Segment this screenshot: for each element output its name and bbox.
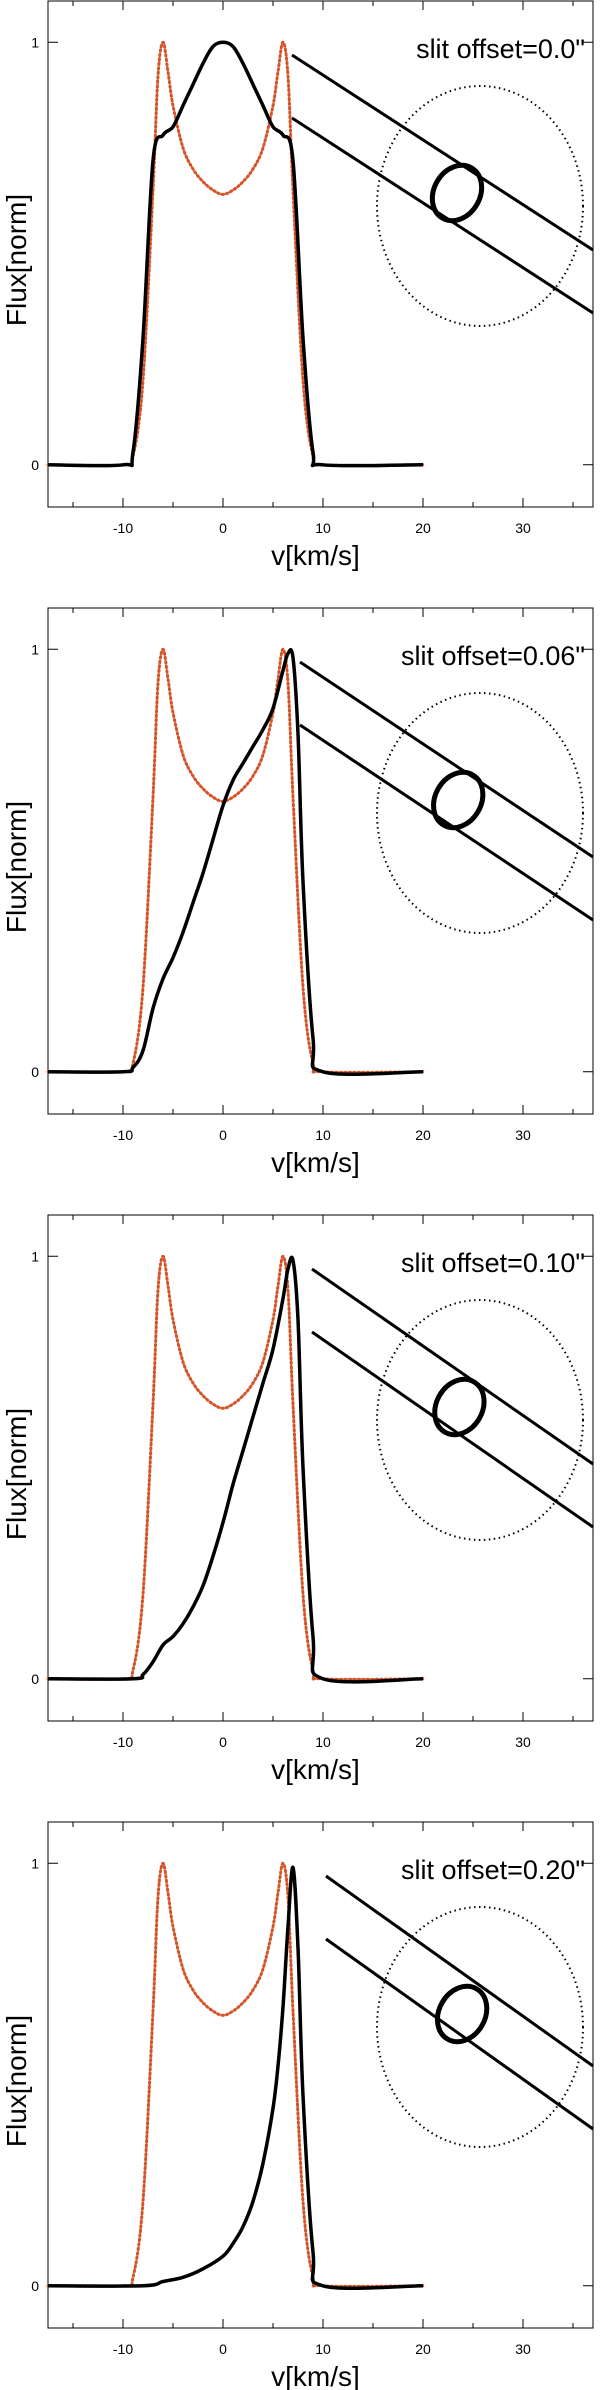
chart-panel-4: -10 0 10 20 30 0 1 v[km/s] Flux[norm] slit offset… [1, 1821, 594, 2390]
slit-offset-label: slit offset=0.20" [401, 1855, 585, 1885]
series-model-line [46, 647, 425, 1074]
source-extent-outline [376, 85, 584, 327]
x-axis-label: v[km/s] [271, 540, 360, 571]
slit-offset-label: slit offset=0.06" [401, 641, 585, 671]
source-extent-outline [376, 692, 584, 934]
slit-diagram [311, 1267, 594, 1541]
x-tick-label: 30 [515, 1127, 531, 1143]
x-tick-label: 30 [515, 520, 531, 536]
y-axis-label: Flux[norm] [1, 2015, 32, 2147]
slit-diagram [291, 53, 594, 327]
beam-ellipse [434, 1983, 490, 2045]
slit-offset-label: slit offset=0.10" [401, 1248, 585, 1278]
y-tick-label: 1 [31, 1248, 39, 1264]
series-model-line [46, 40, 425, 467]
slit-edge-upper [291, 53, 594, 252]
plot-frame [47, 1214, 594, 1722]
chart-panel-3: -10 0 10 20 30 0 1 v[km/s] Flux[norm] slit offset… [1, 1214, 594, 1785]
slit-edge-lower [291, 116, 594, 315]
series-observed-line [47, 40, 424, 468]
plot-frame [47, 607, 594, 1115]
series-model-line [46, 1861, 425, 2288]
x-tick-label: -10 [113, 2341, 133, 2357]
x-axis-label: v[km/s] [271, 1147, 360, 1178]
y-tick-label: 1 [31, 641, 39, 657]
x-tick-label: 0 [219, 1127, 227, 1143]
chart-panel-2: -10 0 10 20 30 0 1 v[km/s] Flux[norm] slit offset… [1, 607, 594, 1178]
slit-edge-upper [299, 660, 594, 859]
slit-diagram [299, 660, 594, 934]
x-tick-label: 0 [219, 2341, 227, 2357]
y-tick-label: 0 [31, 457, 39, 473]
slit-offset-label: slit offset=0.0" [416, 34, 585, 64]
y-axis-label: Flux[norm] [1, 801, 32, 933]
y-tick-label: 0 [31, 1671, 39, 1687]
series-observed-line [47, 1865, 424, 2291]
y-tick-label: 1 [31, 1855, 39, 1871]
series-model-line [46, 1254, 425, 1681]
source-extent-outline [376, 1906, 584, 2148]
series-observed-line [47, 648, 424, 1077]
slit-edge-lower [325, 1937, 594, 2131]
source-extent-outline [376, 1299, 584, 1541]
x-tick-label: -10 [113, 1127, 133, 1143]
x-tick-label: 10 [315, 2341, 331, 2357]
slit-edge-lower [311, 1330, 594, 1529]
beam-ellipse [431, 769, 486, 831]
x-axis-label: v[km/s] [271, 2361, 360, 2390]
x-tick-label: -10 [113, 1734, 133, 1750]
x-axis-label: v[km/s] [271, 1754, 360, 1785]
y-axis-label: Flux[norm] [1, 194, 32, 326]
x-tick-label: 30 [515, 2341, 531, 2357]
x-tick-label: 30 [515, 1734, 531, 1750]
x-tick-label: 10 [315, 1127, 331, 1143]
plot-frame [47, 0, 594, 508]
x-tick-label: 20 [415, 1734, 431, 1750]
x-tick-label: 0 [219, 1734, 227, 1750]
x-tick-label: -10 [113, 520, 133, 536]
x-tick-label: 10 [315, 1734, 331, 1750]
x-tick-label: 10 [315, 520, 331, 536]
x-tick-label: 20 [415, 2341, 431, 2357]
slit-edge-lower [299, 723, 594, 922]
x-tick-label: 20 [415, 520, 431, 536]
slit-edge-upper [325, 1874, 594, 2068]
x-tick-label: 20 [415, 1127, 431, 1143]
slit-diagram [325, 1874, 594, 2148]
y-axis-label: Flux[norm] [1, 1408, 32, 1540]
y-tick-label: 1 [31, 34, 39, 50]
y-tick-label: 0 [31, 1064, 39, 1080]
y-tick-label: 0 [31, 2278, 39, 2294]
series-observed-line [47, 1255, 424, 1684]
beam-ellipse [429, 162, 485, 224]
chart-panel-1: -10 0 10 20 30 0 1 v[km/s] Flux[norm] slit offset… [1, 0, 594, 571]
plot-frame [47, 1821, 594, 2329]
x-tick-label: 0 [219, 520, 227, 536]
slit-edge-upper [311, 1267, 594, 1466]
